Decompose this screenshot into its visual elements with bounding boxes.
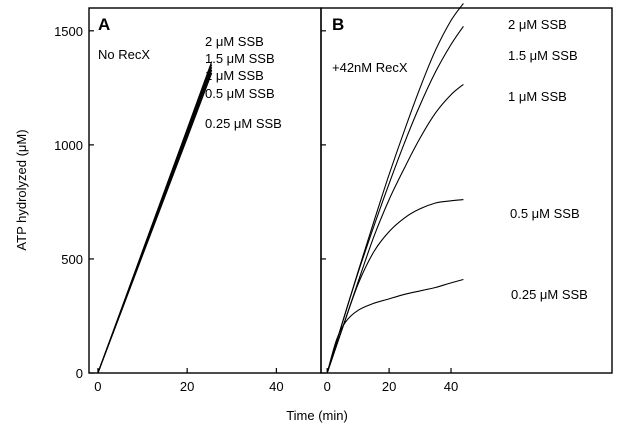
y-tick-label: 1000: [54, 138, 83, 153]
series-line: [326, 278, 464, 374]
series-line: [326, 83, 464, 374]
series-line: [97, 72, 213, 374]
panel-condition-label: No RecX: [98, 47, 150, 62]
series-line: [326, 25, 464, 374]
series-label: 1.5 μM SSB: [508, 48, 578, 63]
series-line: [326, 199, 464, 374]
x-tick-label: 0: [94, 379, 101, 394]
x-tick-label: 20: [180, 379, 194, 394]
x-tick-label: 40: [444, 379, 458, 394]
series-label: 2 μM SSB: [508, 17, 567, 32]
series-label: 1 μM SSB: [205, 68, 264, 83]
x-tick-label: 0: [324, 379, 331, 394]
y-tick-label: 1500: [54, 24, 83, 39]
series-label: 1.5 μM SSB: [205, 51, 275, 66]
panel-letter: A: [98, 15, 110, 34]
x-tick-label: 40: [269, 379, 283, 394]
y-tick-label: 500: [61, 252, 83, 267]
y-axis-title: ATP hydrolyzed (μM): [14, 129, 29, 250]
series-label: 0.5 μM SSB: [510, 206, 580, 221]
panel-condition-label: +42nM RecX: [332, 60, 408, 75]
panel-letter: B: [332, 15, 344, 34]
panel-b-frame: [320, 7, 613, 374]
series-label: 1 μM SSB: [508, 89, 567, 104]
y-tick-label: 0: [76, 366, 83, 381]
series-label: 0.5 μM SSB: [205, 86, 275, 101]
series-label: 0.25 μM SSB: [205, 116, 282, 131]
x-tick-label: 20: [382, 379, 396, 394]
panel-a-plot: 0 20 40 0 500 1000 1500 A No RecX 2 μM SSB 1.5 μM …: [54, 7, 322, 394]
x-axis-title: Time (min): [286, 408, 348, 423]
series-label: 2 μM SSB: [205, 34, 264, 49]
panel-b-plot: 0 20 40 B +42nM RecX 2 μM SSB 1.5 μM SSB 1 μM S…: [320, 3, 613, 394]
series-label: 0.25 μM SSB: [511, 287, 588, 302]
